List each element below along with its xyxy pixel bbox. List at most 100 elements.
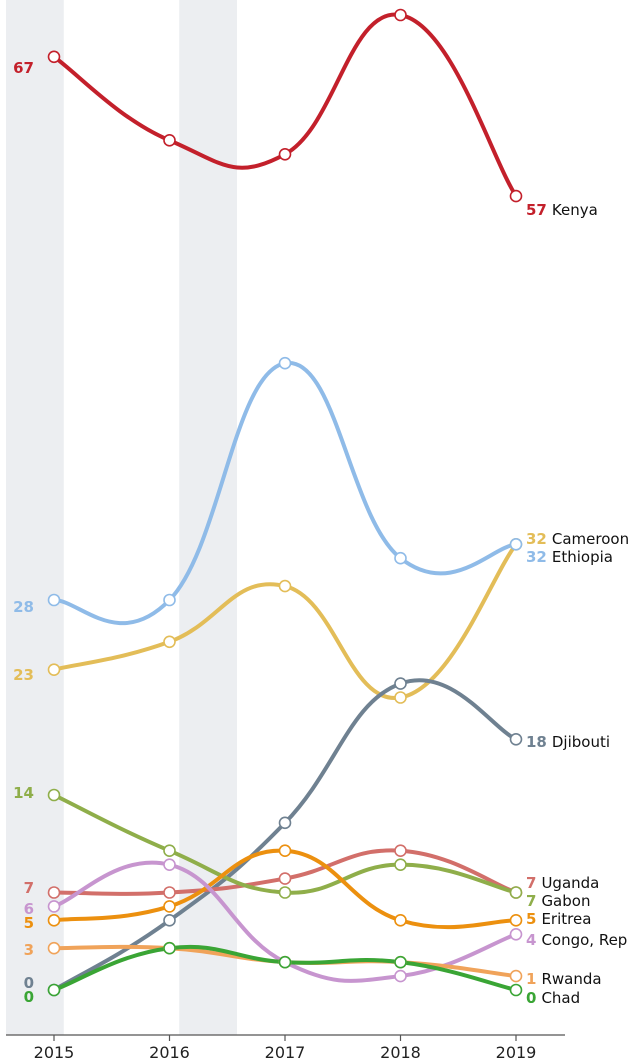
data-point-rwanda-2015	[47, 941, 61, 955]
end-value: 7	[526, 892, 536, 910]
data-point-uganda-2016	[163, 886, 176, 899]
end-value: 57	[526, 201, 547, 219]
end-label: 4 Congo, Rep.	[526, 931, 628, 949]
x-tick-label: 2016	[149, 1043, 190, 1062]
x-tick-label: 2019	[496, 1043, 537, 1062]
start-value-label: 28	[13, 598, 34, 616]
series-lines	[52, 12, 518, 992]
start-value-label: 6	[24, 900, 34, 918]
end-label: 0 Chad	[526, 989, 580, 1007]
end-country-name: Djibouti	[552, 733, 610, 751]
end-country-name: Ethiopia	[552, 548, 613, 566]
data-point-ethiopia-2017	[278, 356, 292, 370]
data-point-djibouti-2016	[163, 914, 176, 927]
data-point-uganda-2017	[278, 872, 292, 885]
end-label: 7 Gabon	[526, 892, 590, 910]
end-value: 5	[526, 910, 536, 928]
shaded-bands	[6, 0, 237, 1035]
end-label: 5 Eritrea	[526, 910, 591, 928]
data-point-eritrea-2016	[163, 900, 176, 913]
series-line-djibouti	[52, 678, 518, 992]
end-country-name: Gabon	[541, 892, 590, 910]
x-tick-label: 2018	[380, 1043, 421, 1062]
data-point-ethiopia-2015	[47, 593, 61, 607]
data-point-chad-2019	[509, 983, 523, 997]
data-point-eritrea-2018	[394, 914, 407, 927]
data-point-ethiopia-2016	[163, 593, 176, 607]
data-point-kenya-2018	[394, 8, 407, 22]
end-country-name: Eritrea	[541, 910, 591, 928]
data-point-gabon-2018	[394, 858, 407, 871]
shaded-band-1	[6, 0, 64, 1035]
end-label: 32 Ethiopia	[526, 548, 613, 566]
end-label: 18 Djibouti	[526, 733, 610, 751]
start-value-label: 67	[13, 59, 34, 77]
data-point-djibouti-2017	[278, 816, 292, 830]
data-point-eritrea-2015	[47, 914, 61, 927]
data-point-kenya-2019	[509, 189, 523, 203]
data-point-djibouti-2018	[394, 677, 407, 690]
series-line-kenya	[52, 12, 518, 199]
end-country-name: Uganda	[541, 874, 599, 892]
end-value: 1	[526, 970, 536, 988]
x-axis: 2015 2016 2017 2018 2019	[6, 1034, 565, 1062]
end-country-name: Congo, Rep.	[541, 931, 628, 949]
data-point-djibouti-2019	[509, 732, 523, 746]
series-points	[47, 8, 523, 997]
end-label: 7 Uganda	[526, 874, 599, 892]
data-point-congo-rep-2019	[509, 927, 523, 941]
data-point-chad-2017	[278, 955, 292, 969]
data-point-eritrea-2017	[278, 844, 292, 858]
data-point-uganda-2015	[47, 886, 61, 899]
start-value-label: 0	[24, 974, 34, 992]
end-value: 7	[526, 874, 536, 892]
start-value-label: 3	[24, 941, 34, 959]
data-point-congo-rep-2018	[394, 969, 407, 983]
start-value-label: 23	[13, 666, 34, 684]
end-label: 57 Kenya	[526, 201, 598, 219]
start-value-label: 7	[24, 879, 34, 897]
end-country-name: Kenya	[552, 201, 598, 219]
data-point-ethiopia-2018	[394, 551, 407, 565]
x-tick-label: 2015	[34, 1043, 75, 1062]
end-country-name: Chad	[541, 989, 580, 1007]
data-point-rwanda-2019	[509, 969, 523, 983]
data-point-cameroon-2016	[163, 635, 176, 649]
start-value-label: 5	[24, 914, 34, 932]
end-value: 32	[526, 548, 547, 566]
end-label: 32 Cameroon	[526, 530, 628, 548]
data-point-gabon-2015	[47, 788, 61, 802]
end-value: 0	[526, 989, 536, 1007]
x-tick-label: 2017	[265, 1043, 306, 1062]
data-point-kenya-2017	[278, 147, 292, 161]
data-point-congo-rep-2016	[163, 858, 176, 871]
data-point-kenya-2015	[47, 50, 61, 64]
end-value: 4	[526, 931, 536, 949]
series-line-cameroon	[52, 542, 518, 700]
data-point-cameroon-2018	[394, 691, 407, 704]
start-value-labels: 67 28 23 14 7 65 3 00	[13, 59, 34, 1006]
start-value-label: 14	[13, 784, 34, 802]
data-point-congo-rep-2015	[47, 900, 61, 913]
end-value: 18	[526, 733, 547, 751]
data-point-ethiopia-2019	[509, 537, 523, 551]
data-point-chad-2015	[47, 983, 61, 997]
data-point-cameroon-2017	[278, 579, 292, 593]
start-value-label: 0	[24, 988, 34, 1006]
data-point-chad-2018	[394, 955, 407, 969]
shaded-band-2	[179, 0, 237, 1035]
end-value: 32	[526, 530, 547, 548]
data-point-gabon-2016	[163, 844, 176, 858]
data-point-uganda-2018	[394, 844, 407, 858]
data-point-kenya-2016	[163, 134, 176, 147]
data-point-chad-2016	[163, 941, 176, 955]
data-point-gabon-2017	[278, 886, 292, 899]
data-point-eritrea-2019	[509, 914, 523, 927]
data-point-cameroon-2015	[47, 663, 61, 676]
end-country-name: Rwanda	[541, 970, 601, 988]
end-label: 1 Rwanda	[526, 970, 602, 988]
end-country-name: Cameroon	[552, 530, 628, 548]
data-point-gabon-2019	[509, 886, 523, 899]
